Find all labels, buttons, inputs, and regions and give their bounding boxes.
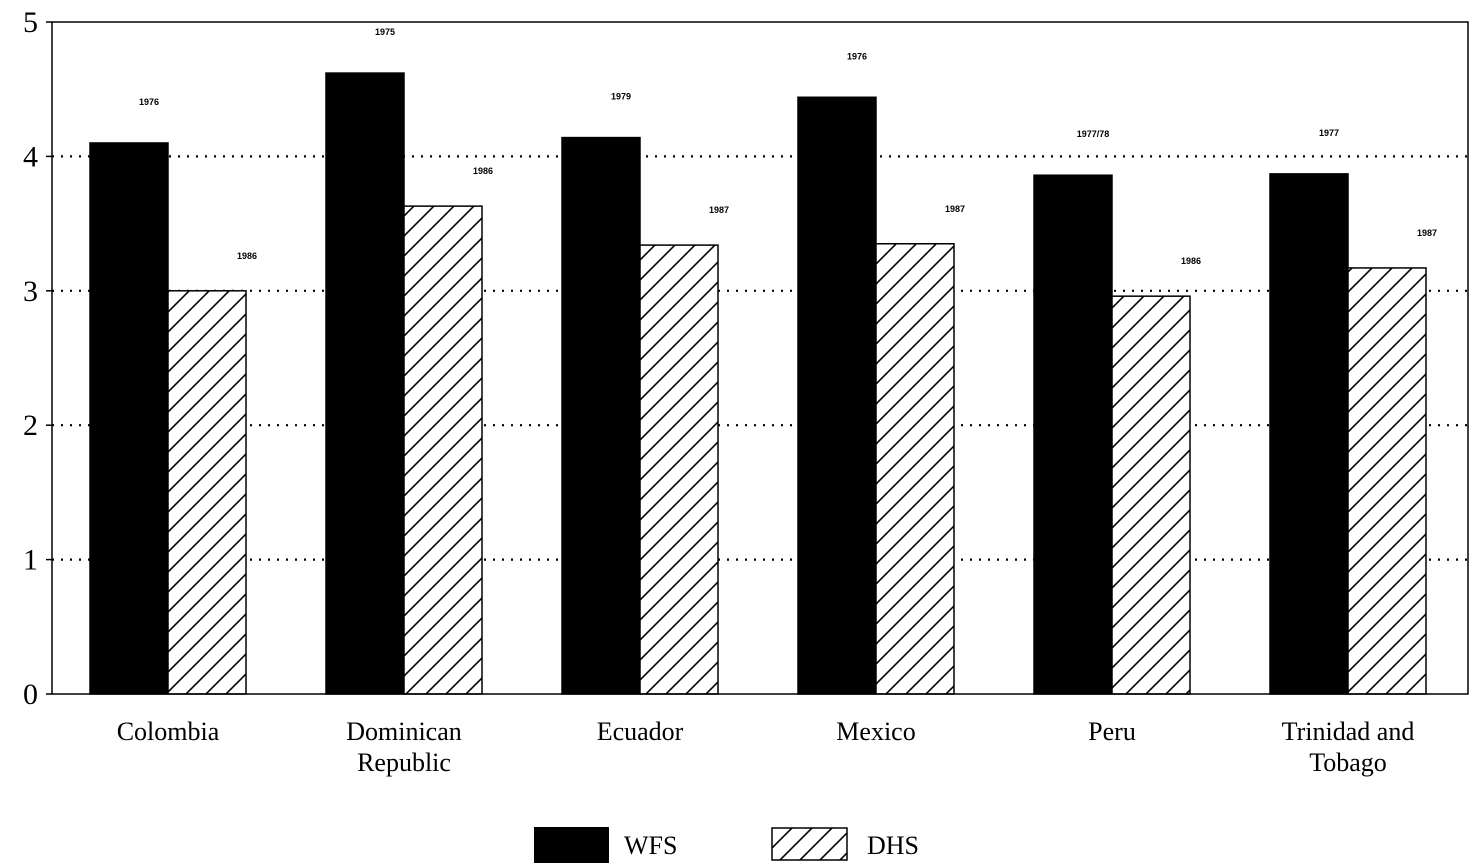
y-tick-label: 4 [23, 140, 38, 173]
bars [89, 72, 1427, 695]
year-label-dhs: 1986 [473, 166, 493, 176]
year-label-wfs: 1975 [375, 27, 395, 37]
category-label: Tobago [1309, 748, 1387, 777]
year-label-dhs: 1986 [1181, 256, 1201, 266]
plot-frame [51, 21, 1469, 695]
category-label: Ecuador [597, 717, 684, 746]
y-tick-label: 2 [23, 409, 38, 442]
legend-label-wfs: WFS [624, 831, 677, 860]
y-tick-label: 5 [23, 6, 38, 39]
y-tick-label: 0 [23, 678, 38, 711]
y-tick-label: 3 [23, 275, 38, 308]
grid-lines [52, 155, 1468, 561]
legend: WFS DHS [534, 827, 919, 863]
bar-wfs [1269, 173, 1349, 695]
category-label: Trinidad and [1282, 717, 1415, 746]
bar-wfs [561, 136, 641, 695]
year-label-wfs: 1976 [139, 97, 159, 107]
y-axis: 0 1 2 3 4 5 [23, 6, 52, 711]
legend-swatch-dhs [771, 827, 848, 861]
bar-dhs [639, 244, 719, 695]
data-labels: 1976 1986 1975 1986 1979 1987 1976 1987 1977/78 1… [139, 27, 1437, 266]
year-label-wfs: 1979 [611, 92, 631, 102]
bar-wfs [89, 142, 169, 695]
bar-dhs [1111, 295, 1191, 695]
year-label-dhs: 1987 [945, 204, 965, 214]
bar-dhs [875, 243, 955, 695]
category-label: Dominican [346, 717, 462, 746]
y-tick-label: 1 [23, 544, 38, 577]
year-label-wfs: 1976 [847, 51, 867, 61]
year-label-wfs: 1977/78 [1077, 129, 1110, 139]
category-label: Peru [1088, 717, 1136, 746]
year-label-wfs: 1977 [1319, 128, 1339, 138]
year-label-dhs: 1987 [709, 205, 729, 215]
category-label: Mexico [836, 717, 915, 746]
bar-dhs [403, 205, 483, 695]
legend-label-dhs: DHS [867, 831, 919, 860]
bar-dhs [167, 290, 247, 695]
year-label-dhs: 1986 [237, 251, 257, 261]
legend-swatch-wfs [534, 827, 609, 863]
category-label: Republic [357, 748, 451, 777]
bar-wfs [1033, 174, 1113, 695]
category-label: Colombia [117, 717, 220, 746]
year-label-dhs: 1987 [1417, 228, 1437, 238]
bar-wfs [797, 96, 877, 695]
bar-wfs [325, 72, 405, 695]
bar-dhs [1347, 267, 1427, 695]
